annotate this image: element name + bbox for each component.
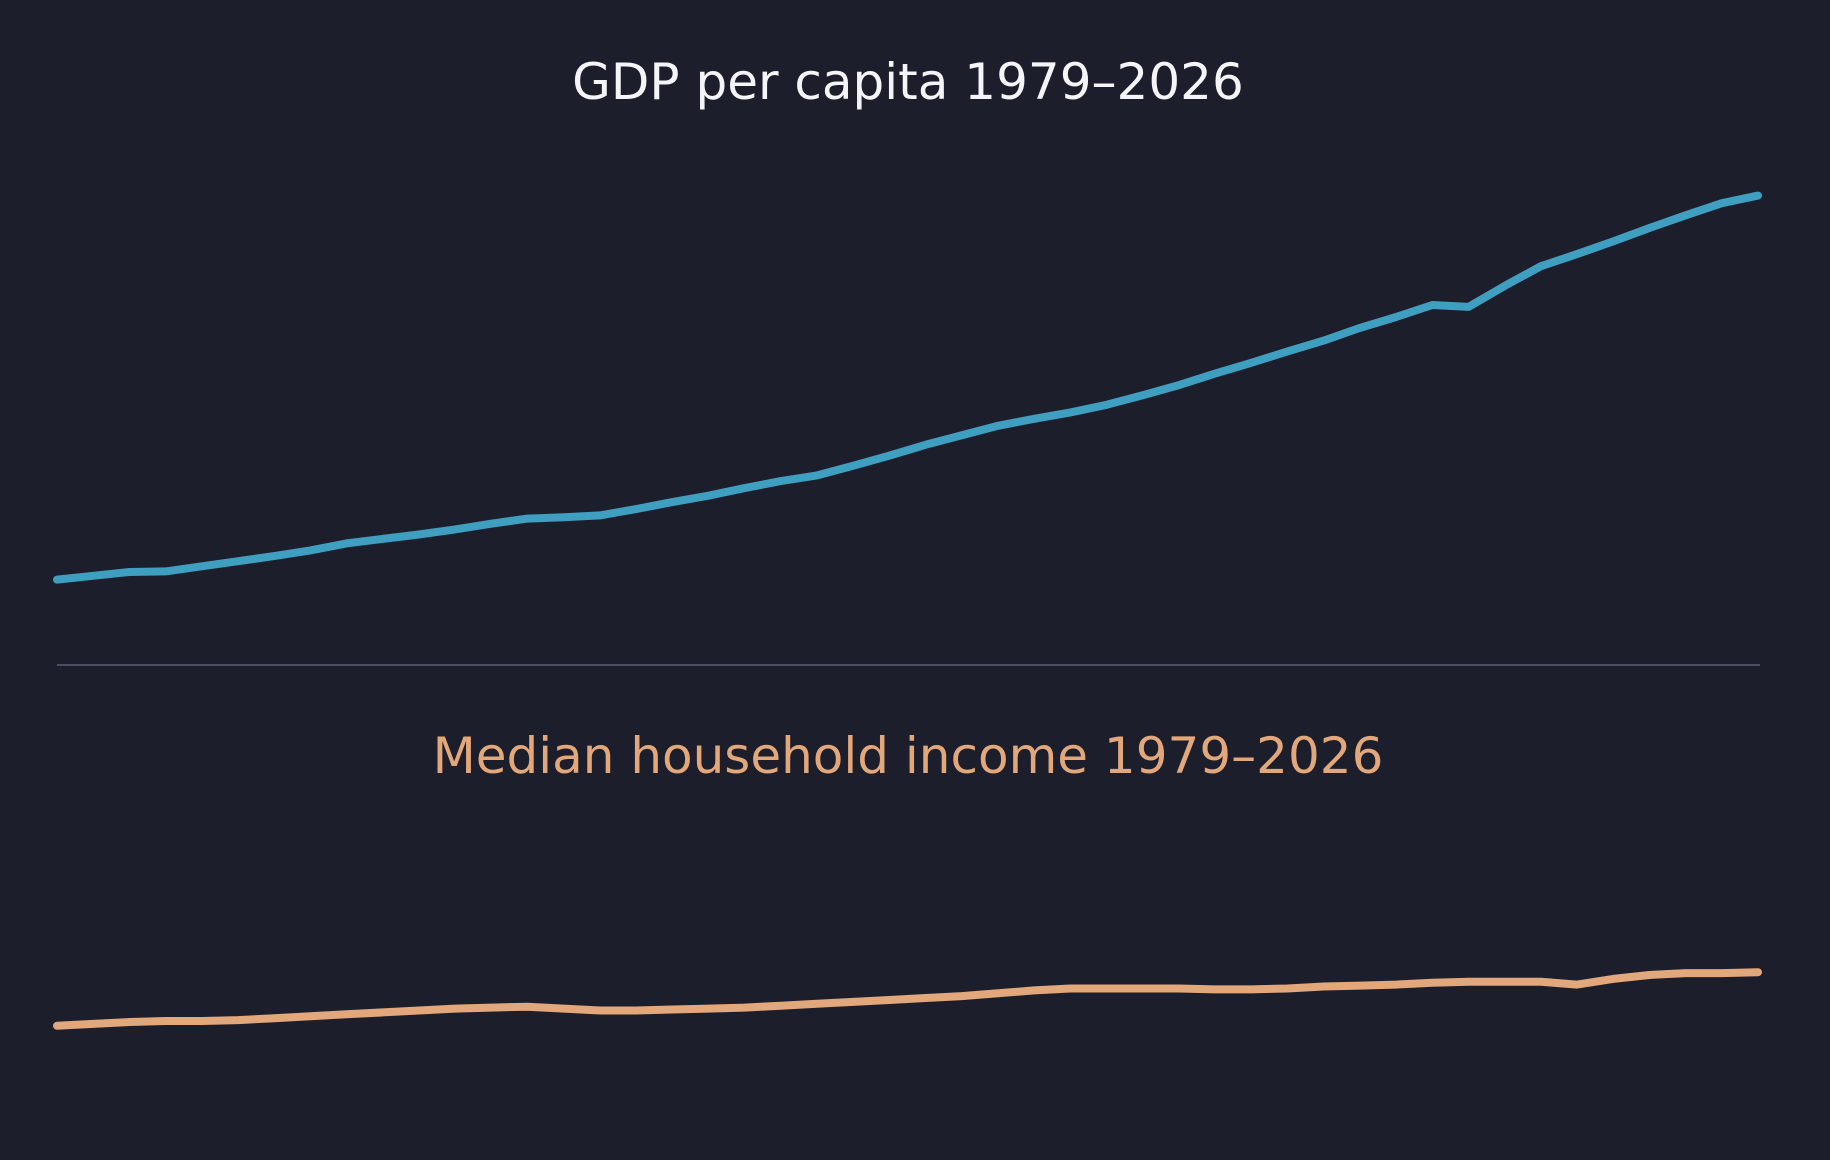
gdp-series-line (53, 191, 1762, 584)
income-chart-title: Median household income 1979–2026 (433, 727, 1384, 785)
income-series-line (53, 968, 1762, 1030)
series-lines (53, 191, 1762, 1030)
gdp-chart-title: GDP per capita 1979–2026 (572, 53, 1244, 111)
